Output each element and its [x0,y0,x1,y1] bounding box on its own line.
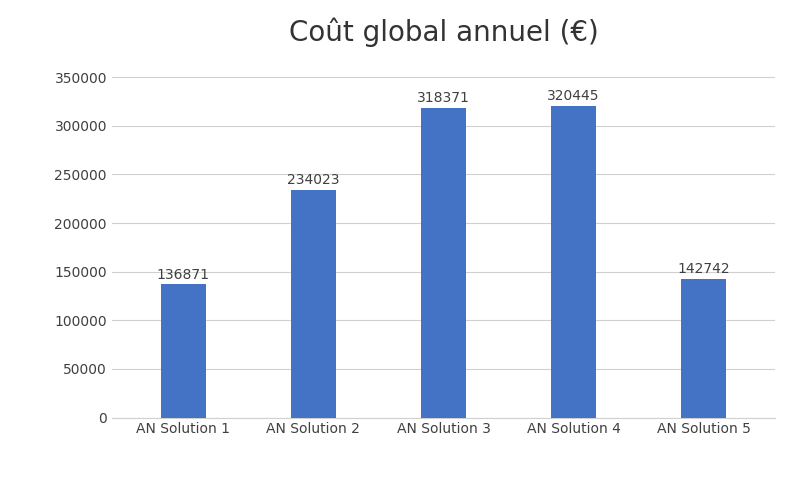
Text: 142742: 142742 [678,262,729,276]
Text: 136871: 136871 [157,267,210,281]
Bar [421,108,466,418]
Text: 318371: 318371 [417,91,470,105]
Bar [681,279,726,418]
Bar [551,106,596,418]
Bar [161,285,206,418]
Bar [291,190,336,418]
Text: 234023: 234023 [287,173,340,187]
Text: 320445: 320445 [547,89,600,103]
Title: Coût global annuel (€): Coût global annuel (€) [288,17,598,47]
